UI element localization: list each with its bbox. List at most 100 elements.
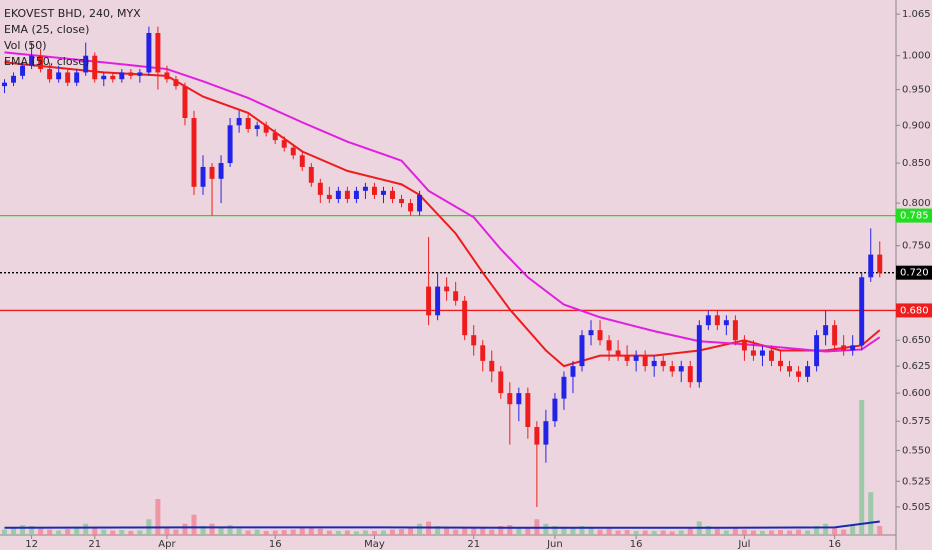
volume-bar <box>660 530 666 535</box>
candle-body <box>56 72 62 80</box>
candle-body <box>263 125 269 133</box>
candle-body <box>65 72 71 83</box>
candle-body <box>200 166 206 187</box>
volume-bar <box>92 526 98 535</box>
candle-body <box>570 366 576 377</box>
candle-body <box>489 360 495 372</box>
x-tick-label: 16 <box>630 539 643 550</box>
candle-body <box>209 166 215 179</box>
candle-body <box>687 366 693 383</box>
legend-entry: EMA (25, close) <box>4 23 89 36</box>
volume-bar <box>164 528 170 535</box>
volume-bar <box>633 530 639 535</box>
volume-bar <box>272 530 278 535</box>
volume-bar <box>56 530 62 535</box>
candle-body <box>714 315 720 326</box>
candle-body <box>137 72 143 76</box>
volume-bar <box>362 530 368 535</box>
legend-entry: Vol (50) <box>4 39 47 52</box>
candle-body <box>615 350 621 356</box>
x-tick-label: 16 <box>269 539 282 550</box>
volume-bar <box>308 527 314 535</box>
volume-bar <box>759 530 765 535</box>
y-tick-label: 1.000 <box>902 51 931 62</box>
candle-body <box>660 360 666 367</box>
volume-bar <box>299 528 305 535</box>
candle-body <box>823 325 829 336</box>
candle-body <box>832 325 838 346</box>
y-tick-label: 0.505 <box>902 502 931 513</box>
candle-body <box>651 360 657 367</box>
candle-body <box>236 117 242 126</box>
volume-bar <box>335 530 341 535</box>
candle-body <box>20 65 26 76</box>
volume-bar <box>768 530 774 535</box>
x-tick-label: Apr <box>158 539 176 550</box>
volume-bar <box>687 528 693 535</box>
candle-body <box>705 315 711 326</box>
candle-body <box>525 393 531 427</box>
candle-body <box>353 190 359 199</box>
volume-bar <box>714 528 720 535</box>
volume-bar <box>173 529 179 535</box>
volume-bar <box>778 530 783 535</box>
volume-bar <box>705 526 711 535</box>
candle-body <box>83 55 89 73</box>
candle-body <box>642 355 648 367</box>
candle-body <box>2 82 7 87</box>
y-tick-label: 0.600 <box>902 388 931 399</box>
y-tick-label: 0.950 <box>902 85 931 96</box>
y-tick-label: 0.750 <box>902 241 931 252</box>
candle-body <box>92 55 98 80</box>
candle-body <box>390 190 395 199</box>
volume-bar <box>498 526 504 535</box>
candle-body <box>859 277 865 346</box>
volume-bar <box>155 499 161 535</box>
volume-bar <box>750 530 756 535</box>
candle-body <box>308 166 314 183</box>
candle-body <box>579 335 585 367</box>
candle-body <box>741 340 747 351</box>
candle-body <box>182 86 188 118</box>
volume-bar <box>480 528 486 535</box>
volume-bar <box>353 531 359 535</box>
candle-body <box>101 75 107 80</box>
volume-bar <box>20 525 26 535</box>
volume-bar <box>74 528 80 535</box>
candle-body <box>435 286 441 316</box>
candle-body <box>561 376 567 399</box>
candle-body <box>317 182 323 195</box>
y-tick-label: 0.550 <box>902 446 931 457</box>
candle-body <box>344 190 350 199</box>
candle-body <box>678 366 684 372</box>
volume-bar <box>651 530 657 535</box>
volume-bar <box>408 528 414 535</box>
volume-bar <box>47 529 53 535</box>
volume-bar <box>209 523 215 535</box>
candle-body <box>146 32 152 73</box>
volume-bar <box>850 526 856 535</box>
volume-bar <box>435 526 441 535</box>
candle-body <box>110 75 116 80</box>
volume-bar <box>507 525 513 535</box>
candle-body <box>173 79 179 87</box>
candle-body <box>119 72 125 80</box>
candle-body <box>516 393 522 405</box>
volume-bar <box>200 526 206 535</box>
candle-body <box>191 117 197 187</box>
y-tick-label: 0.850 <box>902 158 931 169</box>
y-tick-label: 0.525 <box>902 476 931 487</box>
candle-body <box>624 355 630 361</box>
level-badge <box>896 303 932 318</box>
candle-body <box>768 350 774 361</box>
volume-bar <box>218 526 224 535</box>
candle-body <box>444 286 450 292</box>
volume-bar <box>841 529 847 535</box>
volume-bar <box>471 527 477 535</box>
candle-body <box>128 72 134 76</box>
volume-bar <box>552 526 558 535</box>
volume-bar <box>606 528 612 535</box>
candle-body <box>399 198 405 204</box>
candle-body <box>669 366 675 372</box>
